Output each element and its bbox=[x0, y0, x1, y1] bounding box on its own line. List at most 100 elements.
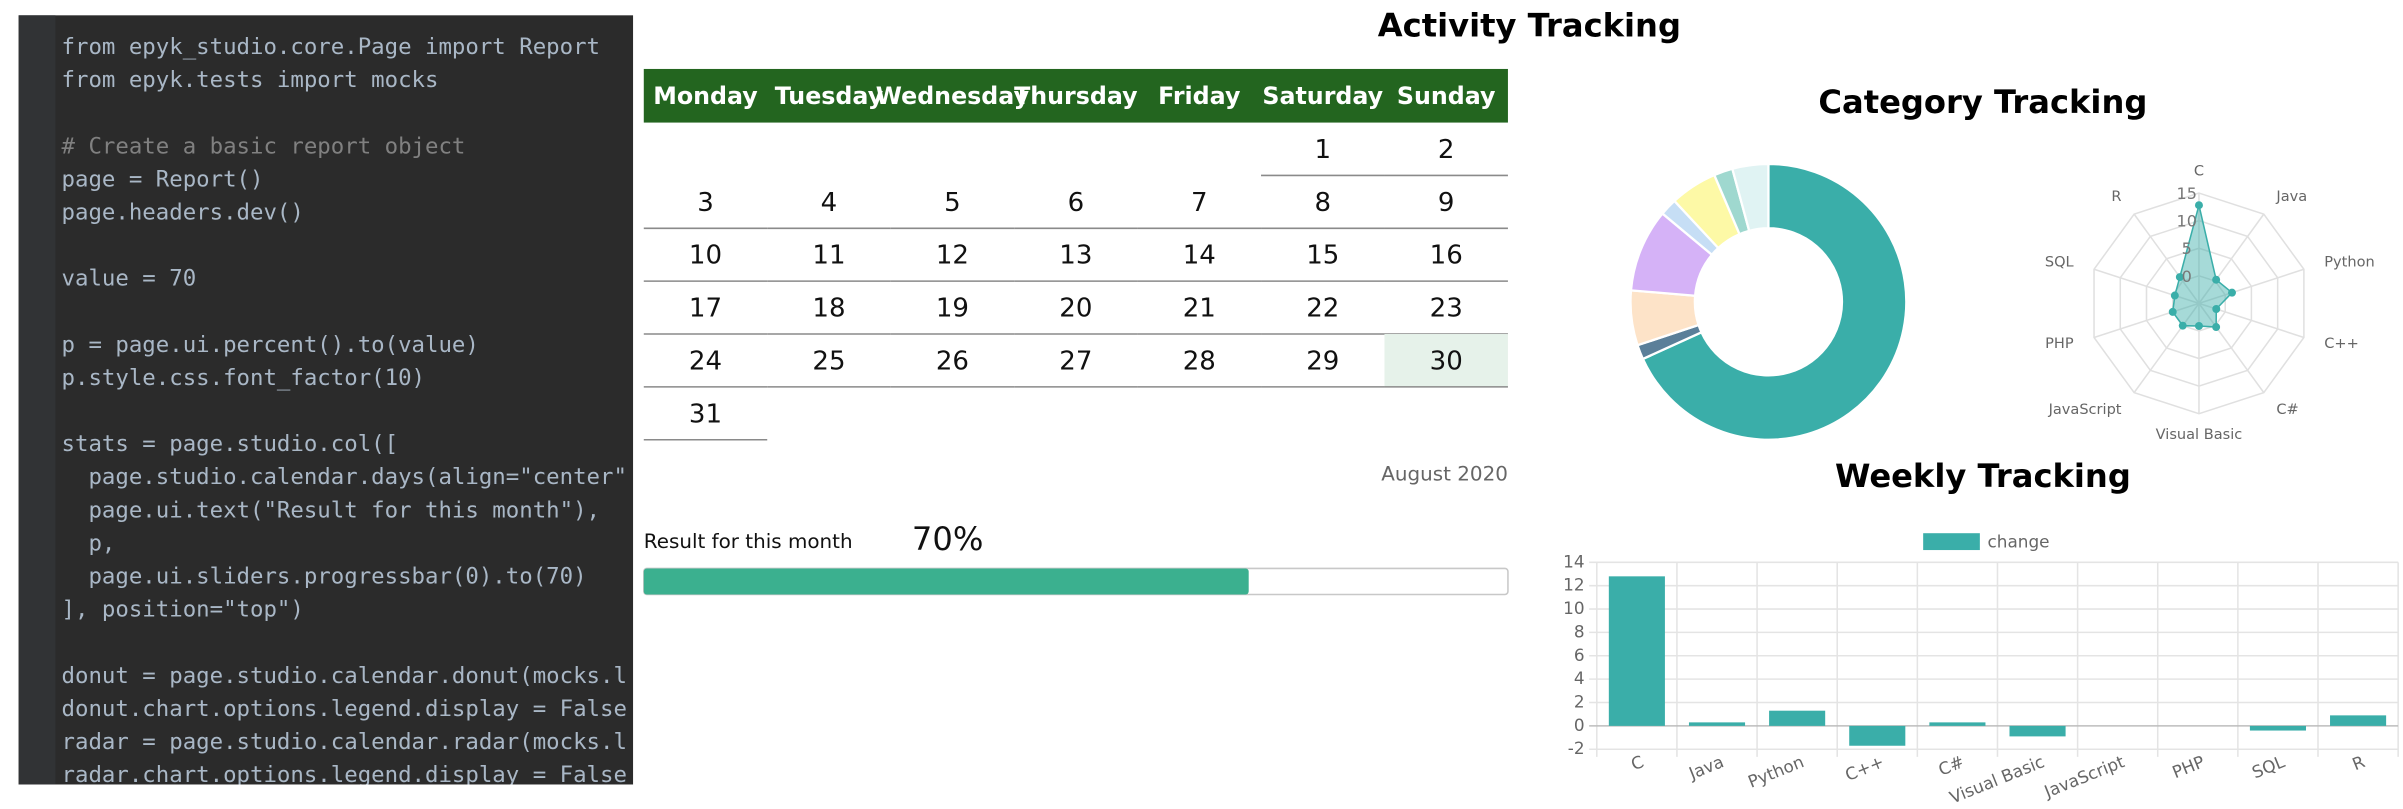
legend-label: change bbox=[1988, 531, 2050, 551]
x-tick-label: C++ bbox=[1842, 751, 1887, 785]
donut-segment bbox=[1730, 162, 1770, 233]
radar-axis-label: C# bbox=[2276, 401, 2298, 418]
x-tick-label: Java bbox=[1685, 751, 1726, 783]
bar bbox=[1688, 722, 1746, 726]
percent-value: 70% bbox=[912, 520, 983, 558]
weekday-label: Friday bbox=[1158, 82, 1241, 110]
radar-tick-label: 10 bbox=[2176, 212, 2196, 231]
radar-spoke bbox=[2198, 213, 2265, 304]
day-number: 22 bbox=[1306, 294, 1339, 324]
radar-spoke bbox=[2093, 302, 2200, 339]
code-line: value = 70 bbox=[62, 266, 197, 292]
day-number: 5 bbox=[944, 188, 961, 218]
weekday-label: Monday bbox=[653, 82, 758, 110]
radar-axis-label: SQL bbox=[2045, 254, 2075, 271]
code-line: p, bbox=[62, 530, 116, 556]
calendar-title: Activity Tracking bbox=[1378, 7, 1681, 45]
radar-point bbox=[2212, 323, 2221, 332]
donut-segment bbox=[1641, 162, 1908, 441]
radar-axis-label: Visual Basic bbox=[2156, 426, 2243, 443]
code-line: from epyk_studio.core.Page import Report bbox=[62, 34, 600, 60]
x-tick-label: R bbox=[2349, 751, 2368, 774]
day-number: 1 bbox=[1314, 135, 1331, 165]
progress-label: Result for this month bbox=[644, 530, 853, 553]
radar-axis-label: Python bbox=[2324, 254, 2374, 271]
day-number: 21 bbox=[1183, 294, 1216, 324]
day-number: 11 bbox=[812, 241, 845, 271]
weekday-label: Tuesday bbox=[775, 82, 884, 110]
y-tick-label: 4 bbox=[1574, 668, 1585, 688]
code-line: p.style.css.font_factor(10) bbox=[62, 365, 425, 391]
y-tick-label: 2 bbox=[1574, 692, 1585, 712]
legend-swatch bbox=[1923, 533, 1980, 551]
code-line: p = page.ui.percent().to(value) bbox=[62, 332, 479, 358]
y-tick-label: 8 bbox=[1574, 621, 1585, 641]
radar-point bbox=[2170, 291, 2179, 300]
code-line: radar = page.studio.calendar.radar(mocks… bbox=[62, 729, 627, 755]
day-number: 28 bbox=[1183, 346, 1216, 376]
radar-spoke bbox=[2198, 302, 2265, 394]
day-number: 15 bbox=[1306, 241, 1339, 271]
bar bbox=[2330, 715, 2387, 726]
radar-tick-label: 15 bbox=[2176, 184, 2196, 203]
code-line: ], position="top") bbox=[62, 597, 304, 623]
y-tick-label: -2 bbox=[1568, 738, 1585, 758]
day-number: 17 bbox=[689, 294, 722, 324]
day-number: 14 bbox=[1183, 241, 1216, 271]
code-line: donut.chart.options.legend.display = Fal… bbox=[62, 696, 627, 722]
code-line: from epyk.tests import mocks bbox=[62, 67, 439, 93]
day-number: 18 bbox=[812, 294, 845, 324]
weekday-label: Saturday bbox=[1262, 82, 1383, 110]
code-line: page.studio.calendar.days(align="center" bbox=[62, 464, 627, 490]
radar-point bbox=[2194, 322, 2203, 330]
today-highlight bbox=[1384, 334, 1508, 387]
code-line: radar.chart.options.legend.display = Fal… bbox=[62, 762, 627, 788]
x-tick-label: Python bbox=[1745, 751, 1807, 791]
x-tick-label: C bbox=[1628, 751, 1646, 774]
bar bbox=[1849, 725, 1906, 746]
day-number: 19 bbox=[936, 294, 969, 324]
day-number: 31 bbox=[689, 399, 722, 429]
chart-title: Weekly Tracking bbox=[1835, 457, 2131, 495]
progress-fill bbox=[643, 568, 1249, 595]
y-tick-label: 6 bbox=[1574, 645, 1585, 665]
radar-point bbox=[2212, 275, 2221, 284]
day-number: 13 bbox=[1059, 241, 1092, 271]
radar-tick-label: 5 bbox=[2182, 239, 2192, 258]
weekday-label: Thursday bbox=[1014, 82, 1138, 110]
code-line: page.headers.dev() bbox=[62, 199, 304, 225]
day-number: 27 bbox=[1059, 346, 1092, 376]
code-line: # Create a basic report object bbox=[62, 133, 466, 159]
day-number: 8 bbox=[1314, 188, 1331, 218]
code-line: stats = page.studio.col([ bbox=[62, 431, 399, 457]
day-number: 4 bbox=[821, 188, 838, 218]
day-number: 29 bbox=[1306, 346, 1339, 376]
day-number: 7 bbox=[1191, 188, 1208, 218]
x-tick-label: C# bbox=[1935, 751, 1966, 779]
x-tick-label: JavaScript bbox=[2040, 751, 2127, 802]
bar bbox=[1769, 710, 1826, 726]
radar-point bbox=[2168, 307, 2177, 316]
day-number: 10 bbox=[689, 241, 722, 271]
chart-title: Category Tracking bbox=[1818, 83, 2147, 121]
bar bbox=[1608, 576, 1665, 726]
radar-spoke bbox=[2093, 268, 2200, 305]
radar-spoke bbox=[2198, 268, 2305, 305]
bar bbox=[2249, 725, 2306, 731]
y-tick-label: 10 bbox=[1563, 598, 1584, 618]
day-number: 25 bbox=[812, 346, 845, 376]
day-number: 24 bbox=[689, 346, 722, 376]
radar-tick-label: 0 bbox=[2182, 267, 2192, 286]
day-number: 23 bbox=[1430, 294, 1463, 324]
code-line: donut = page.studio.calendar.donut(mocks… bbox=[62, 663, 627, 689]
y-tick-label: 14 bbox=[1563, 551, 1584, 571]
radar-point bbox=[2178, 321, 2187, 330]
code-line: page = Report() bbox=[62, 166, 264, 192]
day-number: 3 bbox=[697, 188, 714, 218]
radar-point bbox=[2194, 201, 2203, 210]
code-line: page.ui.text("Result for this month"), bbox=[62, 497, 600, 523]
radar-axis-label: C++ bbox=[2324, 335, 2359, 352]
weekday-label: Wednesday bbox=[876, 82, 1030, 110]
code-line: page.ui.sliders.progressbar(0).to(70) bbox=[62, 564, 587, 590]
